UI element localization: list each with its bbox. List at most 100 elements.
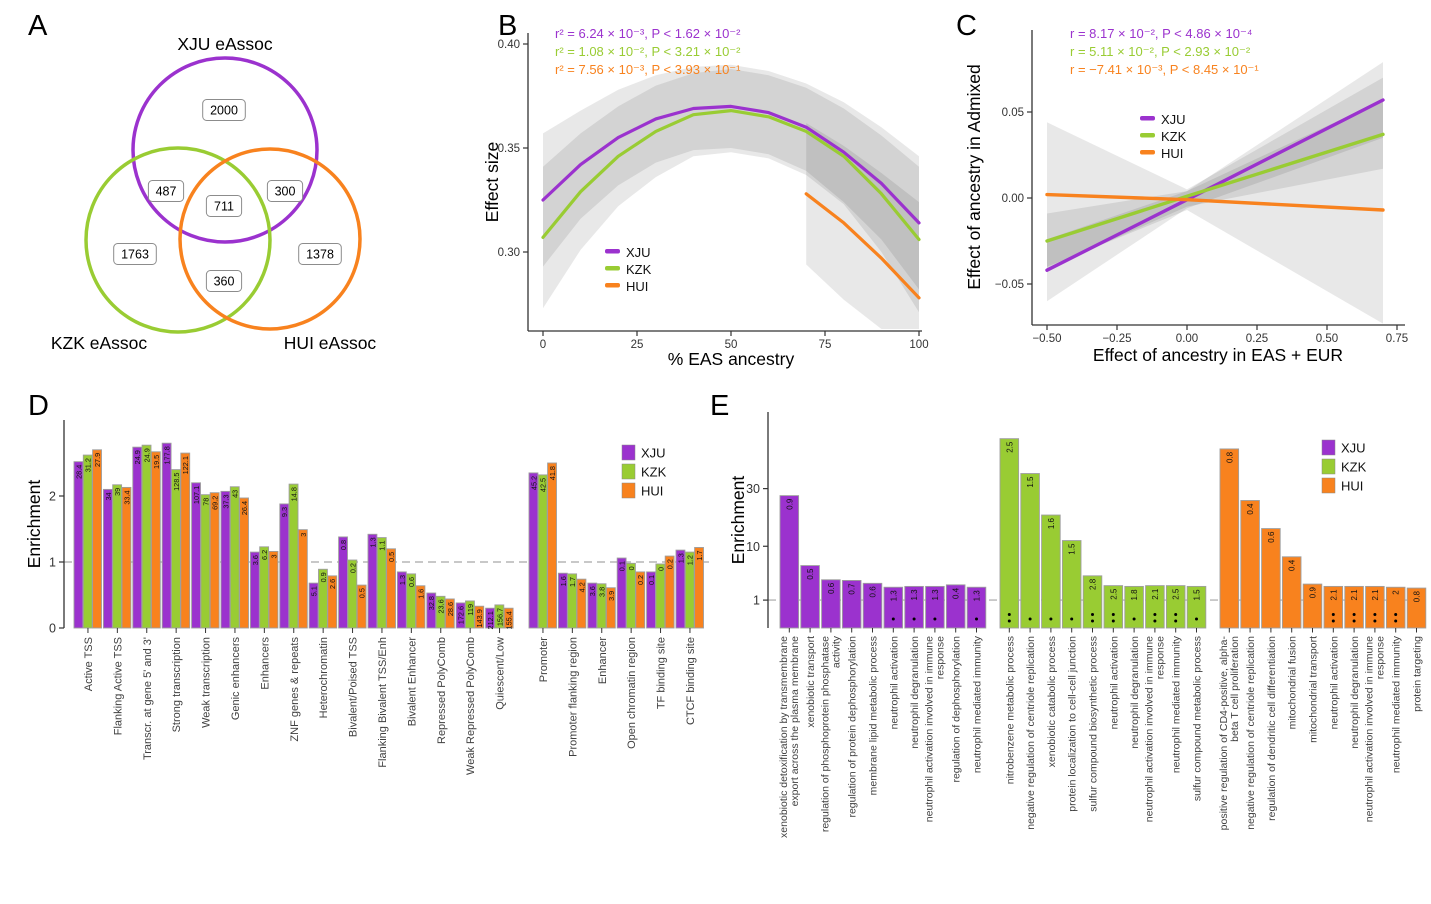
- bar-value-label: 1.8: [1130, 589, 1139, 601]
- y-tick-label: 1: [753, 594, 760, 608]
- legend-c-swatch-hui: [1140, 150, 1155, 155]
- sig-marker: [975, 617, 978, 621]
- bar-value-label: 31.2: [84, 458, 93, 472]
- bar-hui: [327, 575, 338, 629]
- legend-c-label-xju: XJU: [1161, 112, 1186, 127]
- bar-value-label: 1.5: [1068, 543, 1077, 555]
- bar-value-label: 0.9: [785, 498, 794, 510]
- category-label: mitochondrial fusion: [1287, 636, 1299, 730]
- bar-value-label: 1.3: [676, 553, 685, 563]
- bar-hui: [503, 607, 514, 629]
- legend-d-swatch-hui: [621, 482, 636, 499]
- legend-b-label-xju: XJU: [626, 245, 651, 260]
- category-label: neutrophil activation involved in immune: [1143, 636, 1155, 822]
- category-label: mitochondrial transport: [1308, 636, 1320, 743]
- sig-marker: [1352, 613, 1356, 616]
- stats-xju: r = 8.17 × 10⁻², P < 4.86 × 10⁻⁴: [1070, 26, 1252, 41]
- bar-xju: [279, 503, 290, 629]
- bar-kzk: [537, 474, 548, 629]
- category-label: sulfur compound biosynthetic process: [1088, 636, 1100, 812]
- bar-xju: [132, 446, 143, 629]
- line-hui: [1045, 192, 1385, 212]
- bar-value-label: 2.8: [1089, 578, 1098, 590]
- bar-value-label: 1.6: [416, 589, 425, 599]
- x-tick-label: 0.00: [1176, 333, 1198, 345]
- bar-value-label: 0.9: [319, 572, 328, 582]
- bar-value-label: 3.6: [251, 555, 260, 565]
- venn-count-value: 487: [156, 184, 177, 198]
- category-label: neutrophil activation: [888, 636, 900, 730]
- y-tick-label: 0.40: [498, 39, 520, 51]
- legend-b-swatch-hui: [605, 283, 620, 288]
- bar-kzk: [82, 454, 93, 629]
- bar-value-label: 41.8: [548, 466, 557, 480]
- category-label: neutrophil mediated immunity: [972, 635, 984, 773]
- bar-value-label: 78: [201, 498, 210, 506]
- legend-e-swatch-kzk: [1321, 458, 1336, 475]
- venn-count-box: [202, 99, 246, 121]
- venn-diagram: XJU eAssoc KZK eAssoc HUI eAssoc 2000 487 711…: [51, 34, 377, 353]
- venn-count-value: 2000: [210, 103, 238, 117]
- venn-circle-kzk: [84, 146, 272, 334]
- bar-value-label: 0.2: [666, 559, 675, 569]
- bar-hui: [605, 587, 616, 629]
- bar-kzk: [655, 563, 666, 629]
- bar-xju: [102, 488, 113, 629]
- ci-band-xju: [543, 64, 919, 290]
- bar-kzk: [999, 438, 1020, 629]
- venn-count-value: 1378: [306, 247, 334, 261]
- panel-a-label: A: [28, 10, 48, 42]
- venn-count-box: [147, 180, 185, 202]
- category-label: Flanking Bivalent TSS/Enh: [377, 637, 389, 768]
- sig-marker: [1373, 613, 1377, 616]
- bar-xju: [528, 472, 539, 629]
- bar-value-label: 172.6: [457, 606, 466, 624]
- sig-marker: [1091, 619, 1094, 623]
- venn-count-box: [266, 180, 304, 202]
- x-tick-label: −0.25: [1102, 333, 1131, 345]
- venn-circle-hui: [178, 147, 362, 331]
- curve-xju: [541, 104, 921, 225]
- bar-value-label: 5.1: [310, 586, 319, 596]
- curve-hui: [804, 192, 921, 300]
- x-tick-label: 0: [540, 339, 546, 351]
- category-label: sulfur compound metabolic process: [1192, 636, 1204, 801]
- x-tick-label: 75: [819, 339, 832, 351]
- bar-hui: [92, 449, 102, 629]
- category-label: neutrophil mediated immunity: [1391, 635, 1403, 773]
- bar-value-label: 0.4: [1288, 559, 1297, 571]
- category-label: neutrophil activation: [1328, 636, 1340, 730]
- bar-value-label: 107.1: [192, 486, 201, 504]
- bar-value-label: 14.8: [290, 487, 299, 501]
- legend-e-label-kzk: KZK: [1341, 460, 1367, 475]
- bar-value-label: 155.4: [505, 611, 514, 629]
- bar-value-label: 6.2: [260, 550, 269, 560]
- panel-b-label: B: [498, 10, 518, 42]
- bar-value-label: 45.2: [529, 476, 538, 490]
- bar-hui: [268, 550, 279, 629]
- bar-value-label: 122.1: [181, 456, 190, 474]
- category-label: Bivalent Enhancer: [406, 637, 418, 727]
- bar-value-label: 3.8: [598, 587, 607, 597]
- bar-value-label: 0.5: [358, 588, 367, 598]
- category-label: regulation of phosphoprotein phosphatase: [819, 636, 831, 832]
- bar-hui: [1219, 448, 1240, 629]
- category-label: ZNF genes & repeats: [289, 637, 301, 742]
- bar-hui: [209, 492, 220, 629]
- category-label: xenobiotic detoxification by transmembra…: [778, 636, 790, 838]
- bar-value-label: 2.1: [1350, 589, 1359, 601]
- legend-e-label-hui: HUI: [1341, 479, 1363, 494]
- y-tick-label: 1: [49, 556, 56, 570]
- bar-xju: [73, 461, 84, 629]
- venn-set-label-kzk: KZK eAssoc: [51, 333, 148, 353]
- legend-c-label-kzk: KZK: [1161, 129, 1187, 144]
- y-tick-label: 0.05: [1002, 107, 1024, 119]
- bar-value-label: 0.8: [1225, 451, 1234, 463]
- bar-value-label: 0.1: [647, 575, 656, 585]
- x-tick-label: 0.25: [1246, 333, 1268, 345]
- bar-value-label: 0.6: [827, 582, 836, 594]
- legend-d-swatch-xju: [621, 444, 636, 461]
- bar-value-label: 0: [656, 567, 665, 571]
